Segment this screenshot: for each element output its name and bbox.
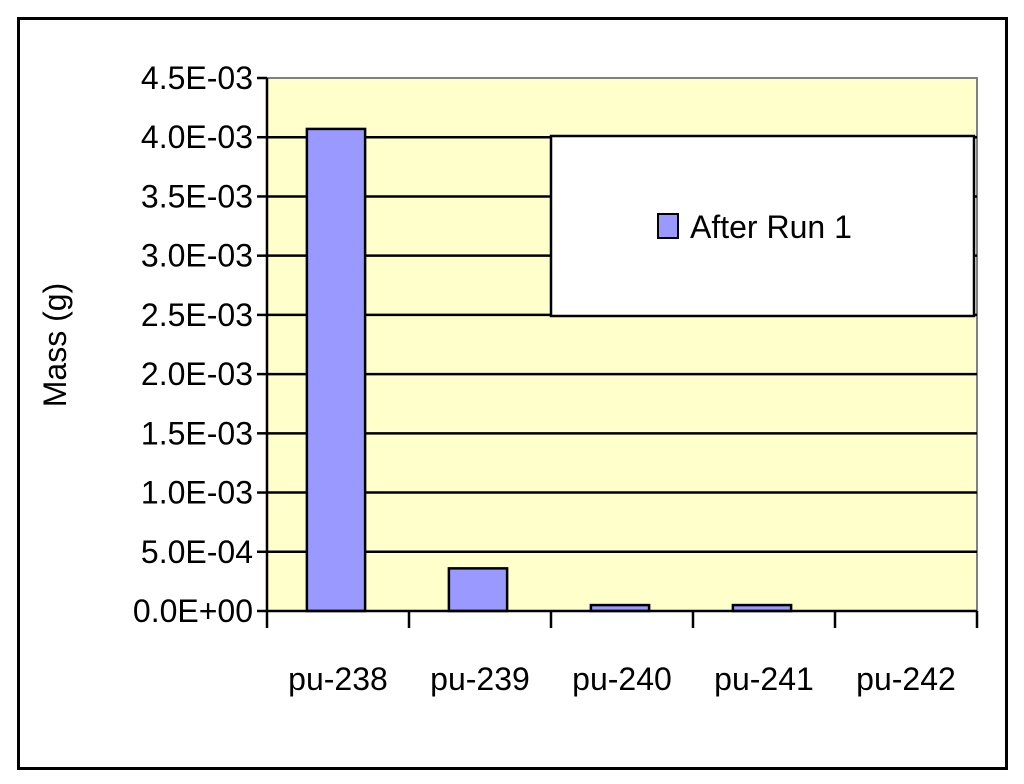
legend-label: After Run 1 bbox=[690, 209, 852, 245]
y-tick-label: 1.5E-03 bbox=[141, 415, 253, 451]
legend-box bbox=[549, 134, 976, 318]
y-tick-label: 3.0E-03 bbox=[141, 238, 253, 274]
x-tick-label: pu-238 bbox=[288, 661, 388, 697]
y-tick-label: 3.5E-03 bbox=[141, 178, 253, 214]
legend-swatch bbox=[657, 213, 679, 239]
y-axis-title: Mass (g) bbox=[37, 283, 73, 407]
legend: After Run 1 bbox=[549, 134, 976, 318]
axes bbox=[257, 76, 979, 628]
x-tick-label: pu-239 bbox=[430, 661, 530, 697]
y-tick-label: 4.5E-03 bbox=[141, 60, 253, 96]
x-tick-label: pu-241 bbox=[714, 661, 814, 697]
bars bbox=[305, 127, 793, 613]
y-tick-label: 2.5E-03 bbox=[141, 297, 253, 333]
bar-pu-238 bbox=[305, 127, 367, 613]
x-tick-label: pu-242 bbox=[856, 661, 956, 697]
bar-pu-239 bbox=[447, 567, 509, 613]
y-tick-label: 0.0E+00 bbox=[133, 593, 253, 629]
x-tick-labels: pu-238 pu-239 pu-240 pu-241 pu-242 bbox=[288, 661, 956, 697]
y-tick-label: 2.0E-03 bbox=[141, 356, 253, 392]
x-tick-label: pu-240 bbox=[572, 661, 672, 697]
y-tick-label: 5.0E-04 bbox=[141, 534, 253, 570]
y-tick-label: 1.0E-03 bbox=[141, 475, 253, 511]
y-tick-labels: 0.0E+00 5.0E-04 1.0E-03 1.5E-03 2.0E-03 2.5E-… bbox=[133, 60, 253, 629]
y-tick-label: 4.0E-03 bbox=[141, 119, 253, 155]
